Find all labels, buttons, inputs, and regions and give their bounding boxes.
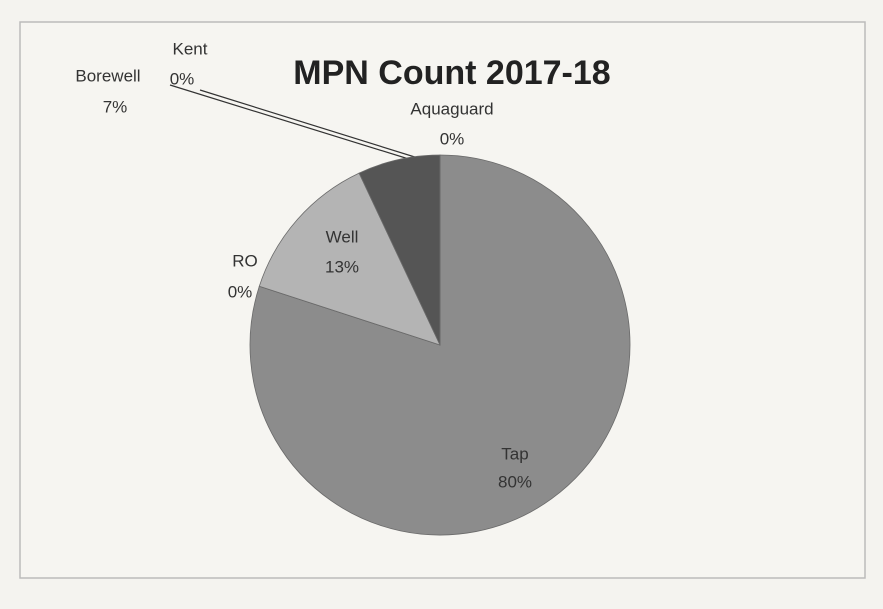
slice-label: Tap <box>501 444 528 463</box>
slice-value-label: 0% <box>440 129 465 148</box>
pie-slice <box>258 172 441 346</box>
slice-value-label: 7% <box>103 97 128 116</box>
leader-line <box>169 84 413 161</box>
slice-value-label: 0% <box>228 282 253 301</box>
slice-label: Borewell <box>75 66 140 85</box>
slice-label: Kent <box>173 39 208 58</box>
slice-value-label: 13% <box>325 257 359 276</box>
slice-label: RO <box>232 251 258 270</box>
slice-value-label: 0% <box>170 69 195 88</box>
slice-label: Well <box>326 227 359 246</box>
leader-line <box>199 89 419 159</box>
chart-title: MPN Count 2017-18 <box>293 54 610 92</box>
pie-slice <box>249 154 631 536</box>
slice-label: Aquaguard <box>410 99 493 118</box>
slice-value-label: 80% <box>498 472 532 491</box>
